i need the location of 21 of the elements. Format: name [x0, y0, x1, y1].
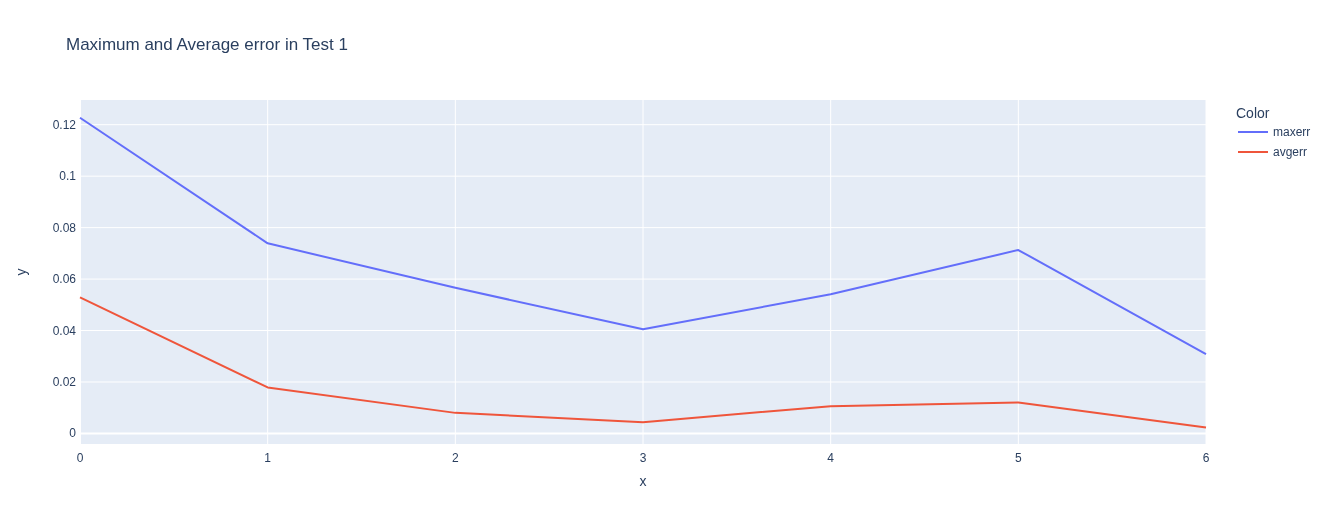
y-tick-label: 0.1 [59, 169, 77, 184]
y-tick-label: 0.02 [52, 374, 77, 389]
y-tick-label: 0.06 [52, 272, 77, 287]
legend-label: avgerr [1273, 145, 1308, 159]
line-series [79, 296, 1207, 429]
x-tick-label: 4 [827, 451, 835, 465]
x-axis-title: x [639, 473, 647, 489]
y-tick-label: 0.12 [52, 117, 77, 132]
x-tick-label: 1 [264, 451, 272, 465]
line-series [79, 116, 1207, 356]
x-tick-label: 3 [639, 451, 647, 465]
legend-label: maxerr [1273, 125, 1311, 139]
y-axis-title: y [13, 268, 29, 276]
legend-title: Color [1236, 105, 1270, 121]
x-tick-label: 5 [1014, 451, 1022, 465]
x-tick-label: 6 [1202, 451, 1210, 465]
x-tick-label: 2 [451, 451, 459, 465]
y-tick-label: 0 [69, 426, 77, 441]
chart-title: Maximum and Average error in Test 1 [66, 35, 348, 54]
y-tick-label: 0.08 [52, 220, 77, 235]
y-tick-label: 0.04 [52, 323, 77, 338]
